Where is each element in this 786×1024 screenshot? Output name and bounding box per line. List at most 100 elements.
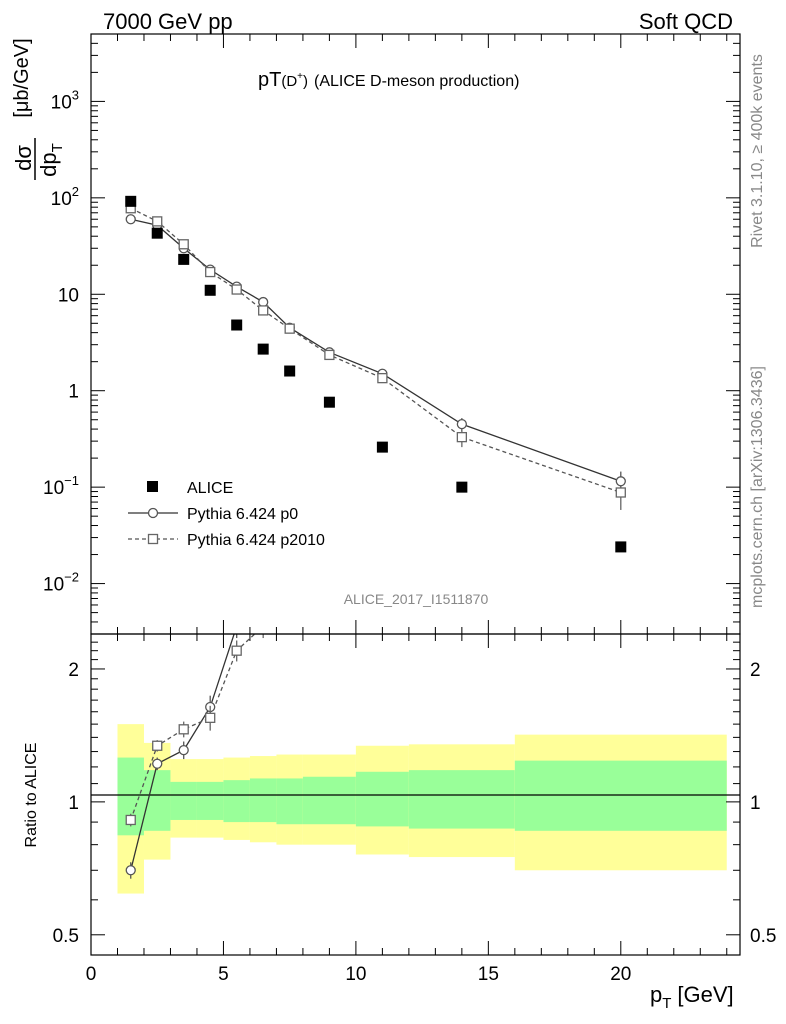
main-y-tick-exp: 3 [72,87,79,102]
main-p0-line [130,218,622,482]
legend: ALICE Pythia 6.424 p0 Pythia 6.424 p2010 [128,480,325,549]
main-p0-point [258,296,269,308]
ratio-y-tick-label-right: 2 [750,660,761,681]
y-label-unit: [μb/GeV] [11,38,33,117]
legend-p2010-marker [147,533,159,545]
main-p2010-point [231,284,242,295]
main-y-tick-label: 10 [58,285,79,306]
ratio-p2010-point [178,724,189,735]
main-p0-point [615,476,626,487]
main-y-tick-base: 10 [43,478,64,499]
x-label-p: p [650,982,662,1007]
ratio-p0-point [152,758,163,769]
main-alice-point [151,227,163,239]
main-p2010-point [178,239,189,250]
main-y-tick-exp: −1 [64,473,79,488]
main-alice-point [178,253,190,265]
x-tick-label: 15 [478,964,499,985]
ratio-band-green [223,780,250,823]
ratio-mc-marks [125,622,268,879]
main-panel-marks [125,195,627,553]
main-alice-point [257,343,269,355]
main-y-tick-label: 10−1 [43,473,79,499]
x-tick-label: 20 [610,964,631,985]
legend-alice-label: ALICE [187,480,233,497]
main-p2010-line [130,207,622,494]
ratio-y-tick-label-right: 0.5 [750,926,776,947]
main-y-tick-label: 102 [51,184,79,210]
legend-p0-marker [147,507,159,519]
main-p2010-point [284,323,295,334]
main-alice-point [615,541,627,553]
ratio-panel-frame [90,633,741,956]
main-alice-point [125,195,137,207]
main-y-tick-base: 10 [51,189,72,210]
x-tick-label: 5 [218,964,229,985]
ratio-band-green [170,781,197,820]
header-left-label: 7000 GeV pp [103,9,233,34]
ratio-y-tick-label-left: 2 [68,660,79,681]
ratio-y-tick-label-right: 1 [750,793,761,814]
x-tick-label: 10 [345,964,366,985]
y-label-numerator: dσ [11,145,36,171]
ratio-p0-point [178,744,189,756]
plot-title-prefix: pT [258,69,281,91]
ratio-p2010-point [205,712,216,723]
main-p2010-point [615,487,626,498]
plot-title-rest: (ALICE D-meson production) [314,73,519,90]
plot-title: pT(D+) (ALICE D-meson production) [258,69,519,91]
main-p2010-point [324,349,335,361]
ratio-band-green [276,778,303,825]
main-y-tick-exp: 2 [72,184,79,199]
main-p0-point [456,419,468,430]
main-y-tick-base: 10 [43,575,64,596]
y-axis-label-ratio: Ratio to ALICE [23,743,40,848]
x-label-sub: T [662,995,671,1012]
main-alice-point [456,481,468,493]
main-y-tick-label: 1 [68,382,79,403]
mcplots-label: mcplots.cern.ch [arXiv:1306.3436] [749,366,766,608]
ratio-p0-point [125,865,136,876]
legend-alice-marker [147,481,158,492]
ratio-band-green [408,770,515,829]
main-p2010-point [456,431,468,443]
main-alice-point [376,441,388,453]
ratio-band-green [196,781,224,820]
main-y-tick-label: 10−2 [43,570,79,596]
main-p2010-point [152,216,163,227]
main-alice-point [323,396,335,408]
x-label-unit: [GeV] [677,982,733,1007]
analysis-id-label: ALICE_2017_I1511870 [344,591,489,607]
plot-title-particle: (D [281,73,297,90]
plot-title-particle-close: ) [303,73,308,90]
ratio-y-tick-label-left: 0.5 [53,926,79,947]
y-label-denominator: dpT [36,143,66,177]
main-y-tick-base: 10 [51,92,72,113]
ratio-p2010-point [259,622,268,631]
ratio-uncertainty-bands [117,724,727,894]
x-axis-label: pT [GeV] [650,982,734,1012]
ratio-p2010-point [152,740,163,751]
ratio-p0-point [232,622,241,631]
main-p2010-point [258,305,269,316]
legend-p0-label: Pythia 6.424 p0 [187,506,298,523]
axis-ticks [90,33,740,955]
ratio-y-tick-label-left: 1 [68,793,79,814]
header-right-label: Soft QCD [639,9,733,34]
rivet-label: Rivet 3.1.10, ≥ 400k events [749,54,766,248]
y-axis-label-main: dσ dpT [μb/GeV] [11,38,66,180]
main-alice-point [284,365,296,377]
main-y-tick-label: 103 [51,87,79,113]
main-y-tick-exp: −2 [64,570,79,585]
y-label-den-p: dp [36,152,61,176]
ratio-band-green [514,760,727,831]
ratio-band-green [302,776,356,825]
y-label-den-sub: T [49,143,66,152]
main-p2010-point [377,372,388,384]
ratio-band-green [355,771,409,827]
main-p2010-point [205,266,216,278]
main-alice-point [204,284,216,296]
legend-p2010-label: Pythia 6.424 p2010 [187,532,325,549]
ratio-p2010-point [125,814,136,826]
